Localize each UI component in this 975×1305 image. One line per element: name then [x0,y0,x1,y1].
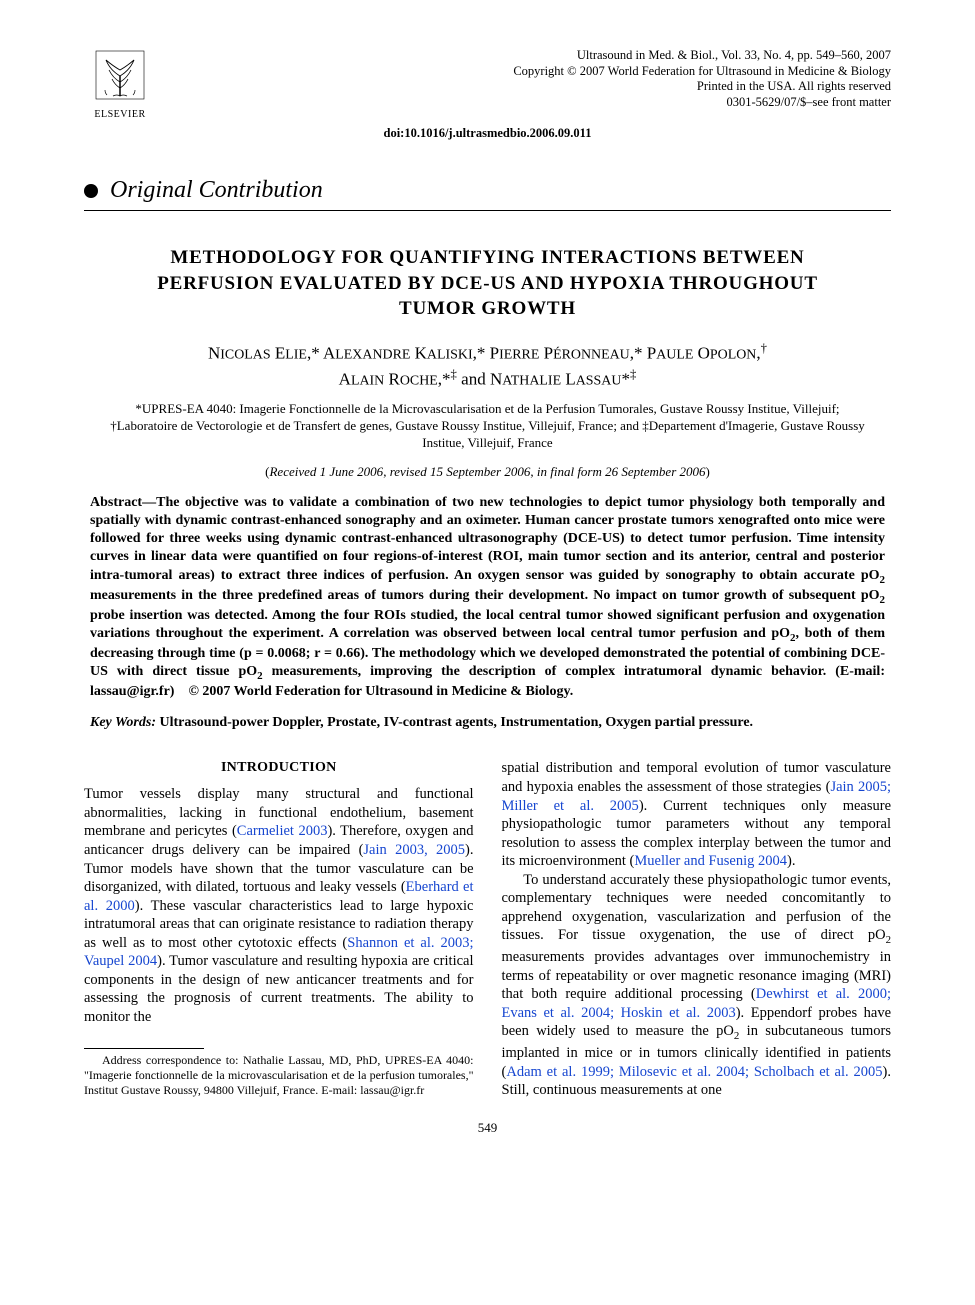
right-column: spatial distribution and temporal evolut… [502,759,892,1099]
title-line-1: METHODOLOGY FOR QUANTIFYING INTERACTIONS… [170,247,804,268]
author-list: NICOLAS ELIE,* ALEXANDRE KALISKI,* PIERR… [104,340,871,391]
sub-po2: 2 [880,593,886,605]
sub-po2: 2 [880,573,886,585]
keywords-label: Key Words: [90,715,156,730]
article-title: METHODOLOGY FOR QUANTIFYING INTERACTIONS… [108,245,867,322]
sub-po2: 2 [886,934,891,946]
footnote-text: Address correspondence to: Nathalie Lass… [84,1053,474,1097]
header-row: ELSEVIER Ultrasound in Med. & Biol., Vol… [84,48,891,120]
abstract-text-3: probe insertion was detected. Among the … [90,608,885,641]
citation[interactable]: Mueller and Fusenig 2004 [634,853,787,869]
final-date: in final form 26 September 2006 [537,464,706,479]
citation[interactable]: Adam et al. 1999; Milosevic et al. 2004;… [506,1064,882,1080]
elsevier-tree-icon [93,48,147,102]
journal-page: ELSEVIER Ultrasound in Med. & Biol., Vol… [0,0,975,1166]
correspondence-footnote: Address correspondence to: Nathalie Lass… [84,1053,474,1098]
title-line-2: PERFUSION EVALUATED BY DCE-US AND HYPOXI… [157,273,818,294]
publisher-name: ELSEVIER [84,109,156,120]
text: ). [787,853,795,869]
divider [84,210,891,211]
page-number: 549 [84,1120,891,1136]
abstract-text-1: The objective was to validate a combinat… [90,495,885,583]
citation[interactable]: Carmeliet 2003 [237,823,328,839]
journal-citation: Ultrasound in Med. & Biol., Vol. 33, No.… [513,48,891,64]
body-columns: INTRODUCTION Tumor vessels display many … [84,759,891,1099]
keywords-list: Ultrasound-power Doppler, Prostate, IV-c… [156,715,753,730]
publisher-logo: ELSEVIER [84,48,156,120]
journal-issn: 0301-5629/07/$–see front matter [513,95,891,111]
article-dates: (Received 1 June 2006, revised 15 Septem… [84,464,891,480]
intro-paragraph-1-cont: spatial distribution and temporal evolut… [502,759,892,870]
abstract-label: Abstract— [90,495,156,510]
left-column: INTRODUCTION Tumor vessels display many … [84,759,474,1099]
title-line-3: TUMOR GROWTH [399,298,576,319]
doi: doi:10.1016/j.ultrasmedbio.2006.09.011 [84,126,891,141]
keywords: Key Words: Ultrasound-power Doppler, Pro… [90,715,885,731]
introduction-heading: INTRODUCTION [84,759,474,777]
journal-copyright: Copyright © 2007 World Federation for Ul… [513,64,891,80]
intro-paragraph-2: To understand accurately these physiopat… [502,871,892,1100]
abstract-text-2: measurements in the three predefined are… [90,588,880,603]
abstract: Abstract—The objective was to validate a… [90,494,885,702]
section-label-row: Original Contribution [84,177,891,204]
article-type: Original Contribution [110,177,323,204]
intro-paragraph-1: Tumor vessels display many structural an… [84,785,474,1026]
journal-meta: Ultrasound in Med. & Biol., Vol. 33, No.… [513,48,891,111]
footnote-rule [84,1048,204,1049]
text: To understand accurately these physiopat… [502,872,892,944]
affiliations: *UPRES-EA 4040: Imagerie Fonctionnelle d… [104,401,871,452]
received-date: Received 1 June 2006 [269,464,383,479]
bullet-icon [84,184,98,198]
journal-print: Printed in the USA. All rights reserved [513,79,891,95]
revised-date: revised 15 September 2006 [390,464,531,479]
citation[interactable]: Jain 2003, 2005 [363,842,465,858]
